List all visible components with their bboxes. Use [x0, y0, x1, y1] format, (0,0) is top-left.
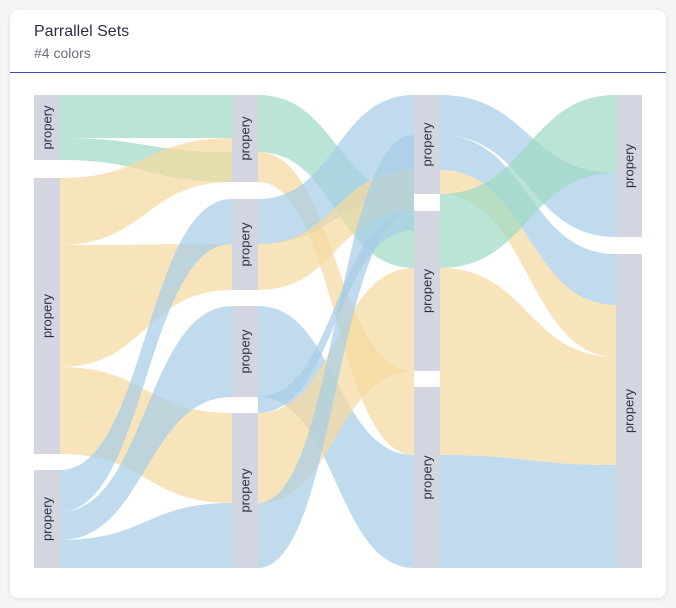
node-label: propery	[622, 388, 637, 433]
node-bar: propery	[414, 387, 440, 568]
node-rect	[232, 413, 258, 568]
node-bar: propery	[616, 254, 642, 568]
link-ribbon	[60, 138, 232, 245]
node-rect	[232, 306, 258, 397]
node-bar: propery	[34, 470, 60, 568]
node-bar: propery	[34, 95, 60, 160]
node-label: propery	[238, 329, 253, 374]
node-label: propery	[238, 468, 253, 513]
node-label: propery	[420, 455, 435, 500]
card-subtitle: #4 colors	[34, 45, 91, 61]
node-bar: propery	[414, 95, 440, 194]
link-ribbon	[258, 135, 414, 568]
node-rect	[414, 387, 440, 568]
link-ribbon	[60, 95, 232, 138]
node-label: propery	[238, 222, 253, 267]
node-label: propery	[420, 122, 435, 167]
card-title: Parrallel Sets	[34, 23, 130, 40]
node-label: propery	[622, 143, 637, 188]
node-rect	[34, 95, 60, 160]
link-ribbon	[258, 211, 414, 413]
link-ribbon	[440, 371, 616, 465]
node-rect	[34, 470, 60, 568]
node-label: propery	[238, 116, 253, 161]
link-ribbon	[440, 170, 616, 357]
links-layer	[60, 95, 616, 568]
link-ribbon	[60, 244, 232, 367]
node-rect	[616, 95, 642, 237]
node-rect	[414, 211, 440, 371]
node-bar: propery	[232, 306, 258, 397]
link-ribbon	[60, 306, 232, 540]
node-bar: propery	[232, 199, 258, 290]
link-ribbon	[60, 199, 232, 512]
node-bar: propery	[232, 413, 258, 568]
link-ribbon	[60, 503, 232, 568]
node-bar: propery	[232, 95, 258, 182]
node-rect	[34, 178, 60, 454]
node-bar: propery	[414, 211, 440, 371]
link-ribbon	[258, 95, 414, 244]
node-rect	[414, 95, 440, 194]
node-bar: propery	[34, 178, 60, 454]
card-header: Parrallel Sets #4 colors	[10, 10, 666, 73]
link-ribbon	[440, 268, 616, 411]
node-rect	[232, 95, 258, 182]
node-bar: propery	[616, 95, 642, 237]
node-label: propery	[420, 268, 435, 313]
link-ribbon	[440, 455, 616, 568]
node-rect	[616, 254, 642, 568]
node-rect	[232, 199, 258, 290]
node-label: propery	[40, 293, 55, 338]
link-ribbon	[440, 95, 616, 268]
nodes-layer: propery propery propery propery propery prope…	[34, 95, 642, 568]
node-label: propery	[40, 496, 55, 541]
node-label: propery	[40, 105, 55, 150]
